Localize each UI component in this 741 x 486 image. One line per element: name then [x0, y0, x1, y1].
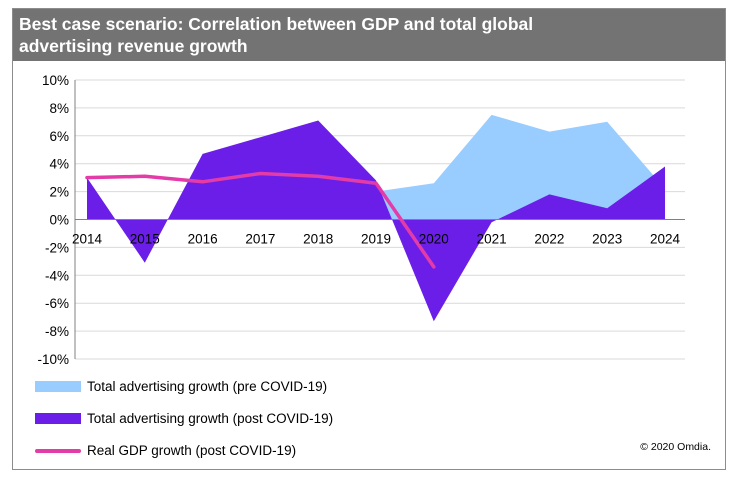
legend-label-post-covid: Total advertising growth (post COVID-19)	[87, 411, 334, 426]
y-tick-label: -6%	[45, 296, 69, 311]
legend-label-gdp: Real GDP growth (post COVID-19)	[87, 443, 297, 458]
chart-header: Best case scenario: Correlation between …	[13, 9, 725, 61]
x-tick-label: 2016	[188, 232, 218, 247]
y-tick-label: 6%	[49, 129, 69, 144]
x-tick-label: 2019	[361, 232, 391, 247]
x-tick-label: 2018	[303, 232, 333, 247]
x-tick-label: 2022	[534, 232, 564, 247]
x-tick-label: 2015	[130, 232, 160, 247]
y-tick-label: -4%	[45, 268, 69, 283]
chart-title: Best case scenario: Correlation between …	[19, 14, 534, 56]
x-tick-label: 2021	[477, 232, 507, 247]
x-tick-label: 2024	[650, 232, 681, 247]
chart-plot: 10% 8% 6% 4% 2% 0% -2% -4% -6% -8% -10% 2014 2015 20…	[37, 73, 685, 367]
legend-item-post-covid: Total advertising growth (post COVID-19)	[35, 411, 333, 426]
legend-label-pre-covid: Total advertising growth (pre COVID-19)	[87, 379, 328, 394]
y-tick-label: -10%	[37, 352, 69, 367]
y-tick-label: -2%	[45, 240, 69, 255]
x-tick-label: 2014	[72, 232, 103, 247]
y-tick-label: 2%	[49, 185, 69, 200]
x-tick-label: 2023	[592, 232, 622, 247]
y-tick-label: 4%	[49, 157, 69, 172]
legend-item-pre-covid: Total advertising growth (pre COVID-19)	[35, 379, 327, 394]
y-tick-label: 10%	[42, 73, 69, 88]
x-tick-label: 2020	[419, 232, 449, 247]
copyright-notice: © 2020 Omdia.	[640, 441, 711, 453]
gdp-line	[85, 171, 436, 269]
chart-frame: Best case scenario: Correlation between …	[12, 8, 726, 470]
area-pre-covid	[376, 114, 665, 220]
legend-swatch-pre-covid	[35, 381, 81, 392]
legend-swatch-gdp	[35, 448, 81, 453]
y-tick-label: 8%	[49, 101, 69, 116]
legend-swatch-post-covid	[35, 413, 81, 424]
x-tick-label: 2017	[245, 232, 275, 247]
y-tick-label: 0%	[49, 213, 69, 228]
area-post-covid	[87, 120, 665, 322]
legend-item-gdp: Real GDP growth (post COVID-19)	[35, 443, 296, 458]
y-tick-label: -8%	[45, 324, 69, 339]
